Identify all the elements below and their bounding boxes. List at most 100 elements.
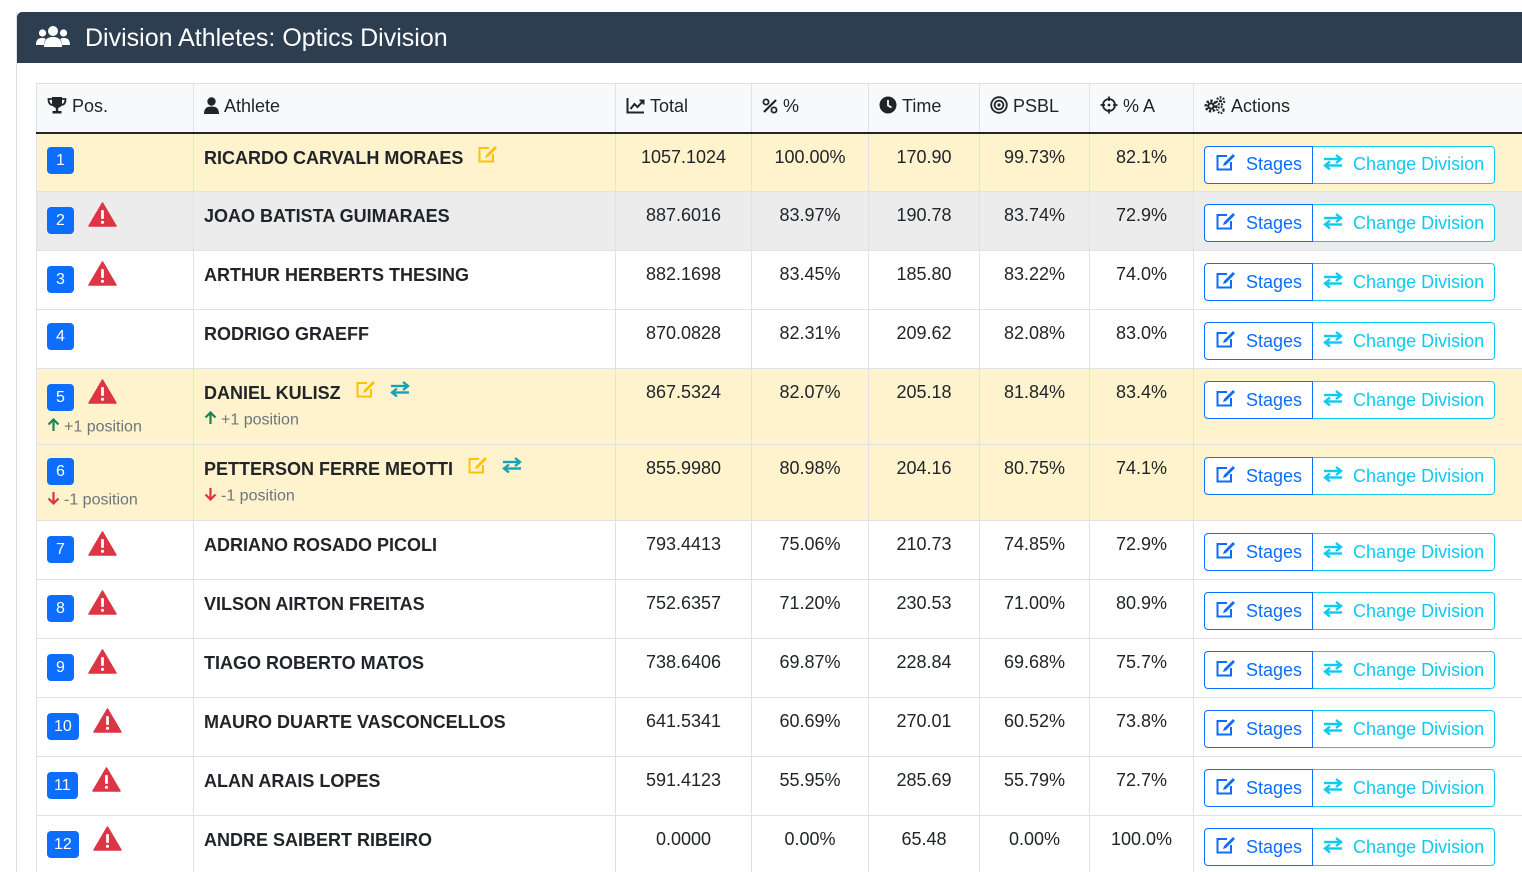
col-header-athlete[interactable]: Athlete [193,83,616,134]
athlete-cell: JOAO BATISTA GUIMARAES [193,191,616,251]
athlete-name[interactable]: VILSON AIRTON FREITAS [204,593,425,614]
total-cell: 887.6016 [615,191,752,251]
change-division-button-label: Change Division [1353,212,1485,233]
col-header-psbl[interactable]: PSBL [979,83,1090,134]
time-cell: 190.78 [868,191,980,251]
stages-button[interactable]: Stages [1204,263,1314,301]
col-header-time[interactable]: Time [868,83,980,134]
warning-triangle-icon [93,708,122,738]
actions-button-group: Stages Change Division [1204,592,1496,630]
change-division-button[interactable]: Change Division [1313,322,1496,360]
exchange-icon [1323,777,1343,799]
table-body: 1 RICARDO CARVALH MORAES 1057.1024 100.0… [36,132,1522,872]
change-division-button[interactable]: Change Division [1313,457,1496,495]
actions-button-group: Stages Change Division [1204,710,1496,748]
users-icon [36,25,70,54]
edit-icon [1215,777,1236,800]
actions-button-group: Stages Change Division [1204,457,1496,495]
col-header-pct[interactable]: % [751,83,869,134]
change-division-button[interactable]: Change Division [1313,381,1496,419]
change-division-button[interactable]: Change Division [1313,710,1496,748]
stages-button[interactable]: Stages [1204,322,1314,360]
stages-button[interactable]: Stages [1204,533,1314,571]
stages-button[interactable]: Stages [1204,828,1314,866]
pct-a-cell: 72.9% [1089,191,1194,251]
card-header: Division Athletes: Optics Division [17,12,1522,63]
edit-icon[interactable] [355,380,376,403]
stages-button-label: Stages [1246,330,1303,351]
actions-cell: Stages Change Division [1193,815,1522,872]
edit-icon[interactable] [467,456,488,479]
bullseye-icon [990,96,1008,119]
athlete-name[interactable]: ANDRE SAIBERT RIBEIRO [204,829,433,850]
athlete-name[interactable]: PETTERSON FERRE MEOTTI [204,459,454,479]
stages-button[interactable]: Stages [1204,457,1314,495]
athlete-name[interactable]: ARTHUR HERBERTS THESING [204,264,470,285]
change-division-button-label: Change Division [1353,659,1485,680]
pos-cell: 9 [36,638,194,698]
edit-icon [1215,541,1236,564]
change-division-button-label: Change Division [1353,718,1485,739]
athlete-name[interactable]: RICARDO CARVALH MORAES [204,147,464,168]
stages-button[interactable]: Stages [1204,592,1314,630]
change-division-button-label: Change Division [1353,389,1485,410]
change-division-button[interactable]: Change Division [1313,145,1496,184]
pct-cell: 100.00% [751,132,869,192]
stages-button[interactable]: Stages [1204,204,1314,242]
stages-button[interactable]: Stages [1204,769,1314,807]
athlete-cell: ADRIANO ROSADO PICOLI [193,520,616,580]
exchange-icon [1323,330,1343,352]
pos-cell: 6 -1 position [36,444,194,521]
page-title: Division Athletes: Optics Division [85,24,448,52]
psbl-cell: 71.00% [979,579,1090,639]
athlete-name[interactable]: RODRIGO GRAEFF [204,323,369,344]
col-header-total[interactable]: Total [615,83,752,134]
warning-triangle-icon [88,649,117,679]
pos-cell: 3 [36,250,194,310]
athlete-name[interactable]: ALAN ARAIS LOPES [204,770,381,791]
change-division-button[interactable]: Change Division [1313,651,1496,689]
pct-a-cell: 75.7% [1089,638,1194,698]
actions-cell: Stages Change Division [1193,520,1522,580]
stages-button[interactable]: Stages [1204,651,1314,689]
athlete-name[interactable]: JOAO BATISTA GUIMARAES [204,205,450,226]
exchange-icon [1323,541,1343,563]
athlete-name[interactable]: ADRIANO ROSADO PICOLI [204,534,438,555]
stages-button[interactable]: Stages [1204,145,1314,184]
time-cell: 230.53 [868,579,980,639]
col-header-pct-a[interactable]: % A [1089,83,1194,134]
actions-cell: Stages Change Division [1193,444,1522,521]
athlete-position-change-text: -1 position [221,487,295,505]
exchange-icon[interactable] [389,381,410,402]
change-division-button[interactable]: Change Division [1313,533,1496,571]
position-badge: 1 [47,146,74,174]
edit-icon[interactable] [477,145,498,168]
stages-button[interactable]: Stages [1204,381,1314,419]
athlete-name[interactable]: TIAGO ROBERTO MATOS [204,652,425,673]
edit-icon [1215,836,1236,859]
table-row: 4 RODRIGO GRAEFF 870.0828 82.31% 209.62 … [36,309,1522,369]
change-division-button-label: Change Division [1353,836,1485,857]
change-division-button[interactable]: Change Division [1313,828,1496,866]
clock-icon [879,96,897,119]
change-division-button[interactable]: Change Division [1313,263,1496,301]
col-header-pos[interactable]: Pos. [36,83,194,134]
change-division-button[interactable]: Change Division [1313,204,1496,242]
edit-icon [1215,659,1236,682]
stages-button[interactable]: Stages [1204,710,1314,748]
athlete-name[interactable]: DANIEL KULISZ [204,383,341,403]
change-division-button[interactable]: Change Division [1313,769,1496,807]
exchange-icon[interactable] [502,457,522,478]
actions-button-group: Stages Change Division [1204,204,1496,242]
pct-a-cell: 74.1% [1089,444,1194,521]
psbl-cell: 83.74% [979,191,1090,251]
edit-icon [1215,389,1236,412]
change-division-button-label: Change Division [1353,541,1485,562]
total-cell: 870.0828 [615,309,752,369]
crosshairs-icon [1100,96,1118,119]
athlete-name[interactable]: MAURO DUARTE VASCONCELLOS [204,711,506,732]
psbl-cell: 80.75% [979,444,1090,521]
table-row: 12 ANDRE SAIBERT RIBEIRO 0.0000 0.00% 65… [36,815,1522,872]
change-division-button[interactable]: Change Division [1313,592,1496,630]
exchange-icon [1323,154,1343,175]
